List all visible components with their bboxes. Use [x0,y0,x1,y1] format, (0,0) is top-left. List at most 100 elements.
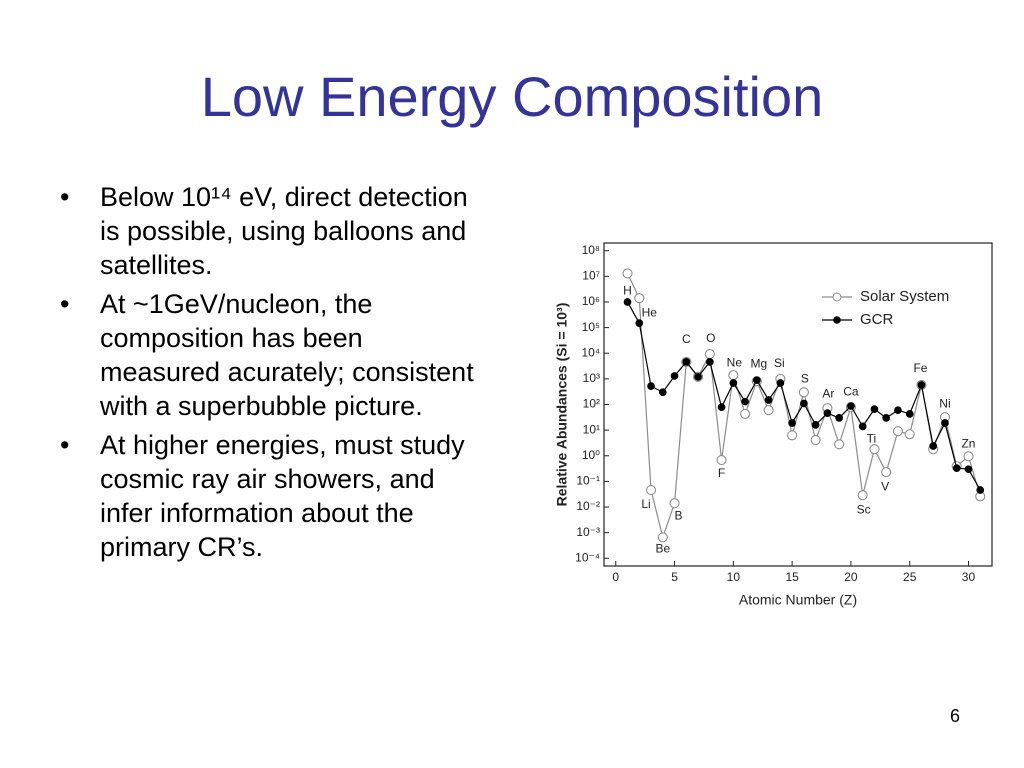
y-tick-label: 10⁵ [582,320,600,334]
data-point [622,268,633,279]
data-point [645,484,657,496]
element-label: C [682,332,691,346]
data-point [670,372,679,380]
data-point [847,402,855,410]
data-point [623,298,632,306]
data-point [787,430,798,441]
y-tick-label: 10¹ [583,422,600,436]
element-label: Fe [913,361,927,375]
element-label: Be [655,541,670,555]
element-label: O [706,331,715,345]
data-point [776,379,785,387]
x-tick-label: 15 [785,570,799,584]
data-point [634,293,645,304]
legend-label: Solar System [860,288,949,305]
data-point [741,397,749,406]
y-tick-label: 10⁴ [581,345,600,359]
element-label: Ca [843,384,859,398]
data-point [635,319,644,327]
legend-marker [833,316,841,324]
data-point [798,387,809,398]
element-label: Ti [867,431,877,445]
bullet: At higher energies, must study cosmic ra… [58,428,488,564]
element-label: Ni [939,396,950,410]
data-point [976,486,985,494]
x-tick-label: 0 [612,570,619,584]
data-point [941,419,949,427]
element-label: Zn [961,437,975,451]
data-point [811,421,820,429]
data-point [894,406,902,415]
data-point [764,396,773,404]
element-label: Mg [751,356,768,370]
data-point [694,372,702,381]
data-point [904,429,915,440]
x-tick-label: 10 [727,570,741,584]
element-label: H [623,284,632,298]
data-point [881,467,892,478]
element-label: B [675,508,683,522]
data-point [657,532,668,543]
element-label: Ar [822,386,834,400]
y-tick-label: 10⁻³ [576,525,600,539]
data-point [870,405,879,413]
y-tick-label: 10⁰ [582,448,600,462]
data-point [658,388,667,397]
data-point [682,358,691,366]
data-point [917,381,926,389]
data-point [704,348,715,360]
data-point [800,399,808,408]
x-axis-label: Atomic Number (Z) [739,592,857,608]
data-point [717,403,726,411]
y-tick-label: 10⁸ [582,243,600,257]
data-point [669,498,680,509]
y-tick-label: 10⁻² [576,499,600,513]
element-label: He [642,305,658,319]
y-tick-label: 10⁶ [582,294,600,308]
element-label: F [718,466,725,480]
data-point [952,464,961,472]
element-label: Li [641,497,650,511]
data-point [728,370,739,381]
data-point [892,426,903,437]
element-label: Sc [857,502,871,516]
data-point [964,465,973,474]
data-point [729,379,738,387]
data-point [869,444,880,455]
data-point [858,422,867,431]
element-label: V [881,479,889,493]
data-point [752,376,761,385]
x-tick-label: 20 [844,570,858,584]
y-tick-label: 10³ [583,371,600,385]
data-point [835,414,844,422]
data-point [857,490,868,501]
page-number: 6 [949,706,960,726]
data-point [740,408,751,419]
y-tick-label: 10⁷ [582,269,600,283]
legend-label: GCR [860,311,894,328]
y-tick-label: 10² [583,397,600,411]
element-label: S [801,371,809,385]
data-point [905,410,914,418]
data-point [788,419,796,427]
data-point [823,409,832,417]
bullet-list: Below 10¹⁴ eV, direct detection is possi… [58,180,488,569]
data-point [929,442,938,450]
y-tick-label: 10⁻⁴ [575,550,600,564]
data-point [882,414,891,422]
data-point [647,382,655,390]
bullet: At ~1GeV/nucleon, the composition has be… [58,287,488,423]
data-point [705,358,714,366]
data-point [963,451,974,462]
legend-marker [832,292,842,302]
x-tick-label: 5 [671,570,678,584]
element-label: Ne [727,355,743,369]
data-point [834,439,845,450]
y-tick-label: 10⁻¹ [576,474,600,488]
bullet: Below 10¹⁴ eV, direct detection is possi… [58,180,488,282]
element-label: Si [774,356,785,370]
slide-title: Low Energy Composition [200,65,824,128]
y-axis-label: Relative Abundances (Si = 10³) [554,303,570,507]
data-point [716,455,727,466]
